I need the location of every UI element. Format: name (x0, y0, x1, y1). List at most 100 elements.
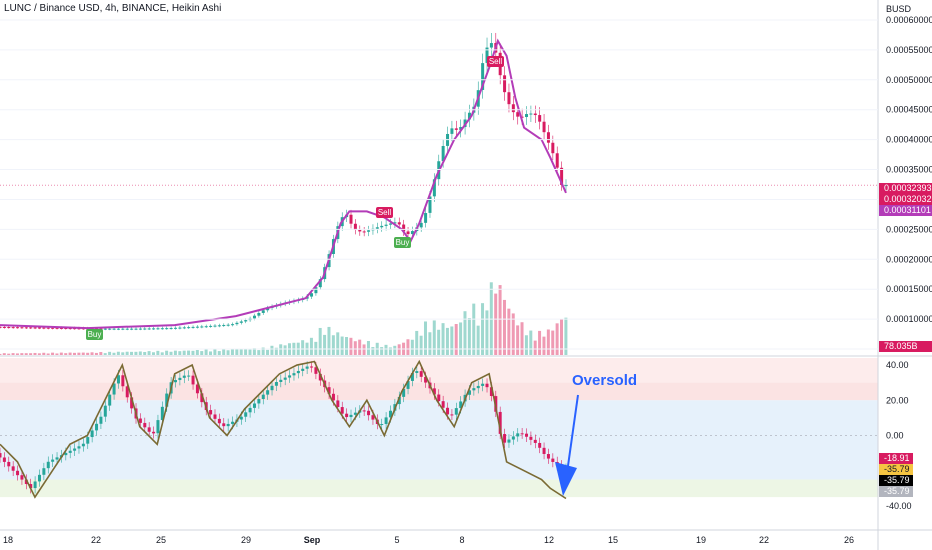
osc-candle-body (108, 394, 112, 406)
osc-candle-body (99, 416, 103, 424)
candle-body (525, 114, 529, 118)
osc-candle-body (288, 375, 292, 378)
candle-body (178, 327, 182, 329)
osc-candle-body (498, 411, 502, 434)
candle-body (485, 47, 489, 63)
volume-bar (46, 353, 50, 355)
volume-bar (423, 321, 427, 355)
svg-text:78.035B: 78.035B (884, 341, 918, 351)
oscillator-tick: 0.00 (886, 430, 904, 440)
candle-body (310, 293, 314, 297)
candle-body (542, 121, 546, 133)
osc-candle-body (51, 459, 55, 462)
candle-body (156, 328, 160, 330)
candle-body (533, 113, 537, 116)
osc-candle-body (296, 370, 300, 374)
volume-bar (516, 325, 520, 355)
volume-bar (2, 353, 6, 355)
candle-body (481, 63, 485, 90)
osc-candle-body (551, 458, 555, 462)
osc-candle-body (156, 420, 160, 434)
volume-bar (108, 351, 112, 355)
volume-bar (345, 337, 349, 355)
volume-bar (428, 332, 432, 355)
oscillator-tag: -35.79 (879, 464, 913, 475)
candle-body (200, 326, 204, 328)
osc-candle-body (529, 436, 533, 440)
time-axis-label: 22 (759, 535, 769, 545)
osc-candle-body (349, 414, 353, 418)
svg-text:Sell: Sell (489, 57, 503, 66)
volume-bar (29, 353, 33, 355)
volume-bar (388, 347, 392, 355)
time-axis-label: 8 (459, 535, 464, 545)
osc-candle-body (55, 457, 59, 460)
osc-candle-body (353, 412, 357, 415)
candle-body (489, 43, 493, 48)
candle-body (428, 196, 432, 213)
volume-bar (209, 351, 213, 355)
candle-body (29, 327, 33, 329)
volume-bar (147, 351, 151, 355)
osc-candle-body (178, 377, 182, 381)
volume-bar (546, 329, 550, 355)
osc-candle-body (432, 388, 436, 395)
candle-body (380, 225, 384, 228)
candle-body (222, 325, 226, 327)
volume-bar (99, 352, 103, 355)
osc-candle-body (331, 393, 335, 401)
candle-body (169, 328, 173, 330)
osc-candle-body (503, 434, 507, 443)
candle-body (209, 325, 213, 327)
osc-candle-body (274, 382, 278, 386)
time-axis-label: 29 (241, 535, 251, 545)
candle-body (384, 224, 388, 226)
volume-bar (252, 348, 256, 355)
volume-bar (564, 317, 568, 355)
volume-bar (437, 329, 441, 355)
candle-body (358, 229, 362, 232)
osc-candle-body (37, 474, 41, 482)
volume-bar (151, 352, 155, 355)
osc-candle-body (42, 468, 46, 475)
volume-bar (130, 351, 134, 355)
osc-candle-body (261, 394, 265, 400)
signal-buy-label: Buy (86, 329, 103, 340)
candle-body (432, 179, 436, 197)
volume-bar (340, 336, 344, 355)
volume-bar (204, 349, 208, 355)
osc-candle-body (301, 368, 305, 371)
volume-bar (257, 350, 261, 355)
candle-body (393, 222, 397, 224)
candle-body (410, 231, 414, 235)
volume-bar (160, 352, 164, 355)
candle-body (24, 327, 28, 329)
svg-text:0.00032032: 0.00032032 (884, 194, 932, 204)
volume-bar (481, 303, 485, 355)
candle-body (388, 223, 392, 225)
candle-body (138, 328, 142, 330)
candle-body (406, 231, 410, 235)
volume-bar (371, 347, 375, 355)
oscillator-tick: 20.00 (886, 395, 909, 405)
volume-bar (33, 352, 37, 355)
volume-bar (384, 344, 388, 355)
volume-bar (103, 353, 107, 355)
osc-candle-body (226, 423, 230, 427)
osc-candle-body (195, 384, 199, 394)
svg-text:Buy: Buy (396, 238, 410, 247)
candle-body (555, 153, 559, 168)
volume-bar (59, 352, 63, 355)
osc-candle-body (388, 410, 392, 418)
svg-text:-35.79: -35.79 (884, 475, 910, 485)
candle-body (37, 327, 41, 329)
volume-bar (77, 352, 81, 355)
osc-candle-body (415, 371, 419, 373)
osc-candle-body (546, 454, 550, 459)
volume-bar (529, 330, 533, 355)
volume-bar (314, 341, 318, 355)
volume-bar (169, 351, 173, 355)
osc-candle-body (362, 410, 366, 412)
svg-text:-35.79: -35.79 (884, 486, 910, 496)
